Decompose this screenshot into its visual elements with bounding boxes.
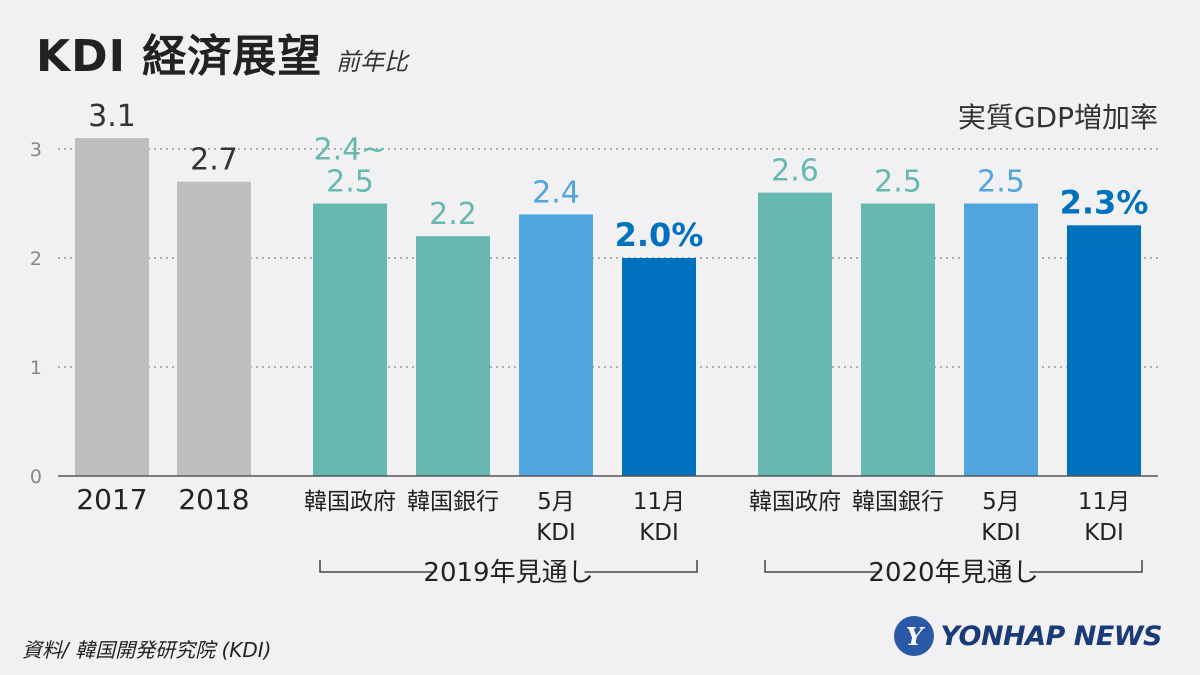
y-tick-label: 3 (30, 139, 42, 161)
data-label: 3.1 (88, 99, 136, 134)
bar (964, 203, 1038, 476)
logo-text: YONHAP NEWS (940, 620, 1162, 652)
data-label: 2.5 (977, 165, 1025, 200)
bar (177, 181, 251, 476)
bar (75, 138, 149, 476)
x-tick-label: 韓国銀行 (407, 489, 499, 515)
y-tick-label: 1 (30, 357, 42, 379)
bar (622, 258, 696, 476)
chart-subtitle: 前年比 (336, 48, 408, 76)
data-label: 2.6 (771, 154, 819, 189)
bar (758, 192, 832, 476)
data-label: 2.4 (532, 175, 580, 210)
x-tick-label: KDI (981, 520, 1021, 546)
x-tick-label: KDI (536, 520, 576, 546)
x-tick-label: 韓国銀行 (852, 489, 944, 515)
x-tick-label: 11月 (1078, 489, 1130, 515)
x-tick-label: KDI (1084, 520, 1124, 546)
bar (313, 203, 387, 476)
data-label: 2.4~ (314, 133, 387, 168)
chart-title: KDI 経済展望 (36, 31, 323, 82)
x-tick-label: 5月 (982, 489, 1020, 515)
data-label: 2.5 (326, 165, 374, 200)
y-tick-label: 2 (30, 248, 42, 270)
x-tick-label: KDI (639, 520, 679, 546)
data-label: 2.5 (874, 165, 922, 200)
x-tick-label: 韓国政府 (749, 489, 841, 515)
yonhap-globe-icon: Y (894, 616, 935, 656)
data-label: 2.0% (615, 216, 704, 254)
bar (416, 236, 490, 476)
group-bracket (319, 560, 433, 573)
group-bracket (764, 560, 878, 573)
group-bracket (1029, 560, 1143, 573)
unit-label: 実質GDP増加率 (957, 101, 1158, 134)
group-label: 2020年見通し (868, 558, 1038, 588)
group-bracket (584, 560, 698, 573)
bar (519, 214, 593, 476)
bar (1067, 225, 1141, 476)
x-tick-label: 2018 (178, 483, 249, 516)
yonhap-logo: Y YONHAP NEWS (894, 616, 1162, 656)
x-tick-label: 韓国政府 (304, 489, 396, 515)
x-tick-label: 2017 (76, 483, 147, 516)
x-tick-label: 5月 (537, 489, 575, 515)
y-tick-label: 0 (30, 466, 42, 488)
data-label: 2.7 (190, 143, 238, 178)
data-label: 2.2 (429, 197, 477, 232)
source-note: 資料/ 韓国開発研究院 (KDI) (22, 638, 272, 662)
x-tick-label: 11月 (633, 489, 685, 515)
data-label: 2.3% (1060, 183, 1149, 221)
bar (861, 203, 935, 476)
group-label: 2019年見通し (423, 558, 593, 588)
